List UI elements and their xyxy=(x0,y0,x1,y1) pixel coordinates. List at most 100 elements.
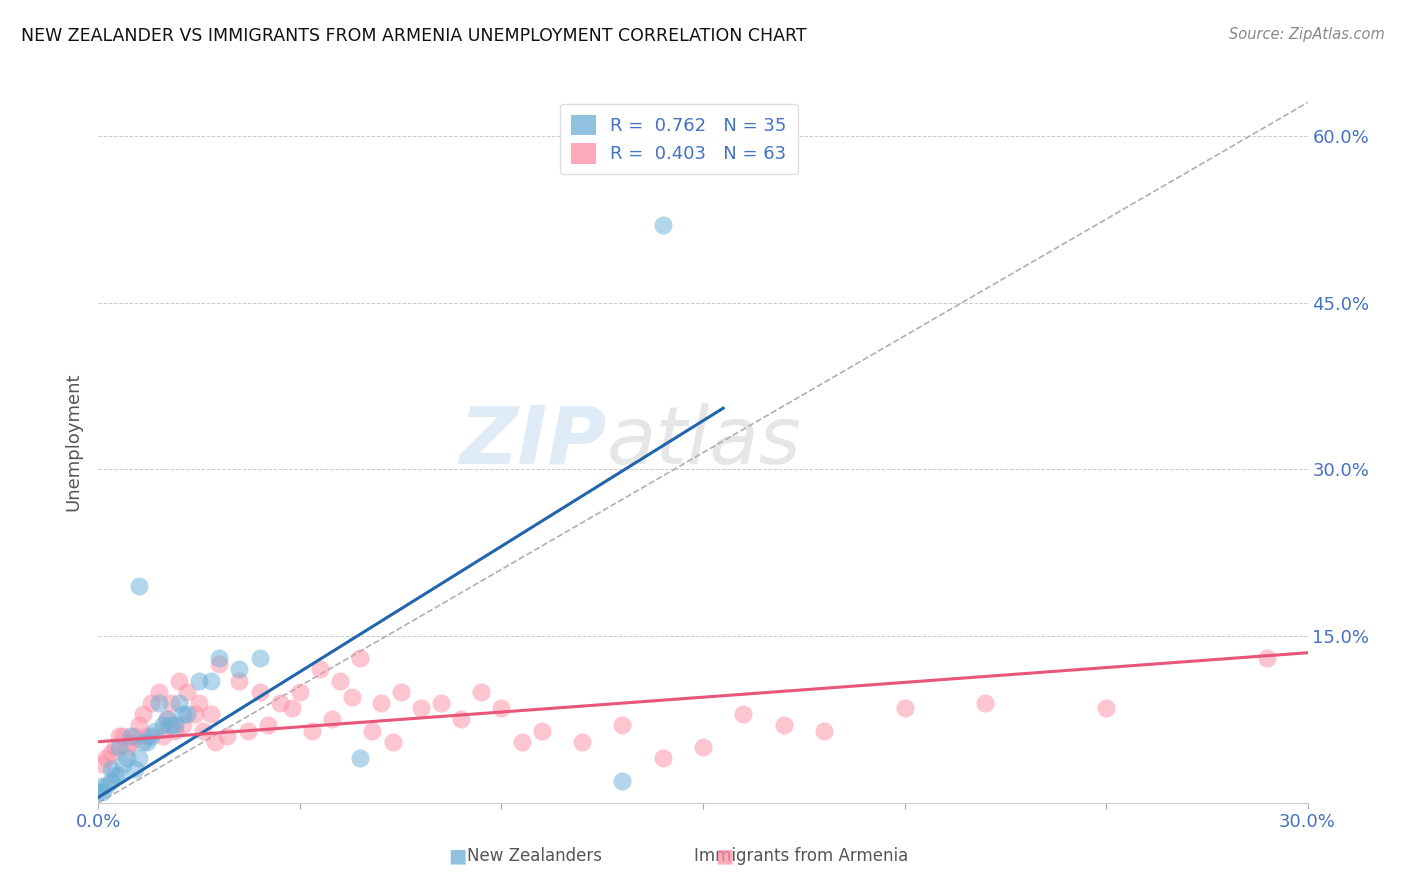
Point xyxy=(470,684,492,698)
Point xyxy=(128,751,150,765)
Point xyxy=(200,673,222,688)
Point xyxy=(143,723,166,738)
Point xyxy=(430,696,453,710)
Point xyxy=(651,751,673,765)
Point xyxy=(208,657,231,671)
Point xyxy=(772,718,794,732)
Text: ■: ■ xyxy=(714,847,734,866)
Point xyxy=(120,729,142,743)
Point xyxy=(188,696,211,710)
Point xyxy=(128,579,150,593)
Point xyxy=(103,768,125,782)
Point xyxy=(128,718,150,732)
Point xyxy=(148,696,170,710)
Point xyxy=(349,751,371,765)
Point xyxy=(100,763,122,777)
Point xyxy=(152,718,174,732)
Point xyxy=(156,713,179,727)
Point xyxy=(893,701,915,715)
Point xyxy=(103,740,125,755)
Text: Immigrants from Armenia: Immigrants from Armenia xyxy=(695,847,908,865)
Text: Source: ZipAtlas.com: Source: ZipAtlas.com xyxy=(1229,27,1385,42)
Point xyxy=(329,673,352,688)
Point xyxy=(100,773,122,788)
Point xyxy=(96,751,118,765)
Point xyxy=(91,756,114,771)
Point xyxy=(120,734,142,748)
Point xyxy=(115,751,138,765)
Point xyxy=(167,696,190,710)
Text: ■: ■ xyxy=(447,847,467,866)
Point xyxy=(974,696,997,710)
Text: ZIP: ZIP xyxy=(458,402,606,481)
Point xyxy=(172,706,194,721)
Point xyxy=(176,706,198,721)
Point xyxy=(163,718,186,732)
Point xyxy=(91,779,114,793)
Point xyxy=(389,684,412,698)
Point xyxy=(228,662,250,676)
Point xyxy=(139,696,162,710)
Point xyxy=(249,684,271,698)
Point xyxy=(152,729,174,743)
Point xyxy=(176,684,198,698)
Point xyxy=(172,718,194,732)
Point xyxy=(188,673,211,688)
Point xyxy=(217,729,239,743)
Point xyxy=(256,718,278,732)
Point xyxy=(111,756,134,771)
Point xyxy=(200,706,222,721)
Point xyxy=(115,740,138,755)
Point xyxy=(163,723,186,738)
Point xyxy=(692,740,714,755)
Point xyxy=(193,723,215,738)
Point xyxy=(87,785,110,799)
Point xyxy=(91,785,114,799)
Point xyxy=(204,734,226,748)
Point xyxy=(96,779,118,793)
Point xyxy=(135,729,157,743)
Point xyxy=(160,718,183,732)
Point xyxy=(1256,651,1278,665)
Point xyxy=(510,734,533,748)
Point xyxy=(107,729,129,743)
Point xyxy=(132,734,155,748)
Point xyxy=(491,701,513,715)
Point xyxy=(381,734,404,748)
Point xyxy=(813,723,835,738)
Point xyxy=(1095,701,1118,715)
Point xyxy=(612,718,634,732)
Point xyxy=(530,723,553,738)
Point xyxy=(281,701,304,715)
Legend: R =  0.762   N = 35, R =  0.403   N = 63: R = 0.762 N = 35, R = 0.403 N = 63 xyxy=(560,103,797,174)
Point xyxy=(135,734,157,748)
Point xyxy=(139,729,162,743)
Point xyxy=(733,706,755,721)
Point xyxy=(124,729,146,743)
Point xyxy=(269,696,291,710)
Point xyxy=(571,734,593,748)
Text: NEW ZEALANDER VS IMMIGRANTS FROM ARMENIA UNEMPLOYMENT CORRELATION CHART: NEW ZEALANDER VS IMMIGRANTS FROM ARMENIA… xyxy=(21,27,807,45)
Point xyxy=(160,696,183,710)
Point xyxy=(409,701,432,715)
Point xyxy=(651,218,673,232)
Point xyxy=(370,696,392,710)
Point xyxy=(450,713,472,727)
Point xyxy=(301,723,323,738)
Point xyxy=(349,651,371,665)
Point xyxy=(107,768,129,782)
Point xyxy=(309,662,332,676)
Text: atlas: atlas xyxy=(606,402,801,481)
Point xyxy=(288,684,311,698)
Point xyxy=(132,706,155,721)
Point xyxy=(148,684,170,698)
Y-axis label: Unemployment: Unemployment xyxy=(65,372,83,511)
Point xyxy=(236,723,259,738)
Point xyxy=(249,651,271,665)
Point xyxy=(228,673,250,688)
Point xyxy=(361,723,384,738)
Point xyxy=(124,763,146,777)
Point xyxy=(612,773,634,788)
Point xyxy=(107,740,129,755)
Point xyxy=(184,706,207,721)
